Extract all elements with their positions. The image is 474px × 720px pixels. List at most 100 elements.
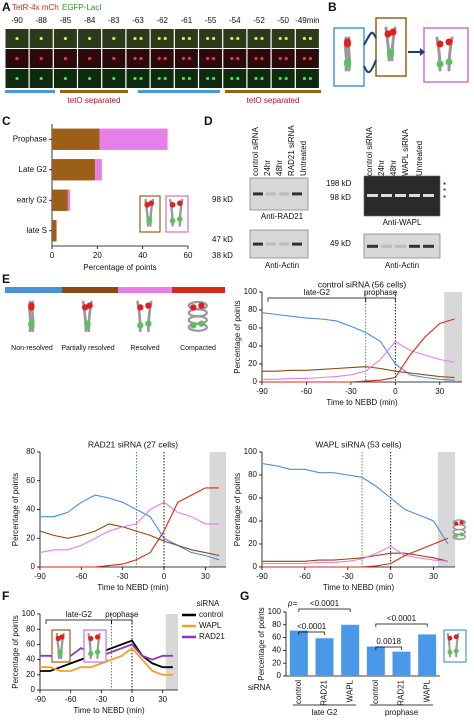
chromosome-icon bbox=[28, 300, 35, 333]
x-tick-label: 0 bbox=[388, 572, 393, 581]
y-tick-label: 100 bbox=[244, 287, 258, 296]
phase-label: prophase bbox=[105, 610, 139, 619]
lane-label: WAPL siRNA bbox=[401, 128, 410, 176]
marker-dot bbox=[15, 56, 19, 61]
micrograph bbox=[199, 69, 223, 88]
lane-label: Untreated bbox=[299, 141, 308, 176]
micrograph bbox=[223, 29, 247, 48]
red-dot bbox=[436, 40, 444, 48]
marker-dot bbox=[187, 76, 191, 81]
x-axis-label: Percentage of points bbox=[83, 263, 156, 272]
red-dot bbox=[389, 28, 397, 36]
bar bbox=[392, 651, 411, 676]
marker-dot bbox=[181, 56, 185, 61]
marker-dot bbox=[278, 56, 282, 61]
panel-label: A bbox=[2, 0, 11, 14]
red-dot bbox=[148, 200, 154, 206]
marker-dot bbox=[230, 36, 234, 41]
antibody-label: Anti-Actin bbox=[385, 261, 419, 270]
marker-dot bbox=[163, 36, 167, 41]
marker-dot bbox=[88, 36, 92, 41]
x-tick-label: WAPL bbox=[345, 679, 354, 702]
marker-dot bbox=[63, 36, 67, 41]
micrograph bbox=[150, 49, 174, 68]
y-tick-label: 100 bbox=[22, 609, 36, 618]
y-tick-label: 20 bbox=[272, 658, 281, 667]
phase-label: tetO separated bbox=[68, 96, 121, 105]
lane-label: 48hr bbox=[275, 160, 284, 176]
marker-dot bbox=[187, 36, 191, 41]
bar-segment bbox=[52, 189, 68, 211]
p-prefix: p= bbox=[287, 599, 297, 608]
antibody-label: Anti-Actin bbox=[265, 261, 299, 270]
x-tick-label: -30 bbox=[345, 387, 357, 396]
micrograph bbox=[271, 69, 295, 88]
chart-title: RAD21 siRNA (27 cells) bbox=[88, 439, 178, 449]
y-tick-label: 40 bbox=[248, 516, 257, 525]
chromatid bbox=[187, 322, 208, 332]
red-dot bbox=[445, 38, 453, 46]
red-dot bbox=[88, 635, 94, 642]
y-tick-label: 0 bbox=[31, 562, 36, 571]
legend-swatch bbox=[172, 287, 225, 293]
legend-label: WAPL bbox=[199, 621, 222, 630]
marker-dot bbox=[278, 36, 282, 41]
series-line bbox=[262, 340, 455, 380]
band bbox=[381, 194, 392, 197]
band bbox=[367, 244, 378, 248]
band bbox=[253, 192, 263, 196]
marker-dot bbox=[139, 36, 143, 41]
legend-label: Compacted bbox=[180, 345, 216, 352]
p-value: <0.0001 bbox=[387, 614, 417, 623]
y-tick-label: 40 bbox=[26, 505, 35, 514]
red-dot bbox=[453, 634, 459, 640]
marker-dot bbox=[63, 76, 67, 81]
marker-dot bbox=[133, 36, 137, 41]
chart-title: WAPL siRNA (53 cells) bbox=[315, 439, 401, 449]
inset-box bbox=[83, 629, 107, 663]
y-tick-label: 20 bbox=[26, 670, 35, 679]
marker-dot bbox=[308, 56, 312, 61]
x-tick-label: control bbox=[371, 680, 380, 704]
band bbox=[253, 242, 263, 246]
shaded-region bbox=[209, 452, 226, 567]
marker-dot bbox=[254, 36, 258, 41]
micrograph bbox=[126, 49, 150, 68]
phase-label: prophase bbox=[364, 288, 398, 297]
timepoint-label: -84 bbox=[84, 16, 96, 25]
green-dot bbox=[88, 650, 94, 657]
band bbox=[395, 194, 406, 197]
marker-dot bbox=[308, 36, 312, 41]
state-box bbox=[375, 17, 407, 77]
micrograph bbox=[150, 69, 174, 88]
phase-label: tetO separated bbox=[247, 96, 300, 105]
legend-label: Resolved bbox=[130, 345, 159, 352]
x-tick-label: 0 bbox=[50, 251, 55, 260]
micrograph bbox=[174, 29, 198, 48]
green-dot bbox=[146, 216, 152, 222]
chromosome-icon bbox=[343, 36, 352, 72]
cycle-arrow bbox=[363, 59, 377, 74]
chromosome-icon bbox=[187, 300, 208, 332]
series-line bbox=[39, 523, 220, 557]
green-dot bbox=[454, 533, 459, 538]
state-box bbox=[423, 27, 469, 83]
series-line bbox=[261, 462, 449, 545]
green-dot bbox=[190, 322, 197, 329]
y-axis-label: Percentage of points bbox=[11, 473, 20, 546]
chromosome-icon bbox=[136, 300, 153, 333]
marker-dot bbox=[230, 76, 234, 81]
red-dot bbox=[169, 202, 176, 208]
legend-label: Non-resolved bbox=[11, 345, 53, 352]
x-tick-label: -90 bbox=[256, 387, 268, 396]
asterisk: * bbox=[443, 187, 446, 196]
marker-dot bbox=[139, 56, 143, 61]
band bbox=[266, 192, 276, 196]
lane-label: 24hr bbox=[263, 160, 272, 176]
chromosome-icon bbox=[384, 26, 397, 62]
bar-segment bbox=[52, 220, 57, 242]
phase-bracket bbox=[267, 297, 367, 302]
group-label: late G2 bbox=[312, 708, 338, 717]
asterisk: * bbox=[443, 181, 446, 190]
green-dot bbox=[57, 649, 63, 655]
